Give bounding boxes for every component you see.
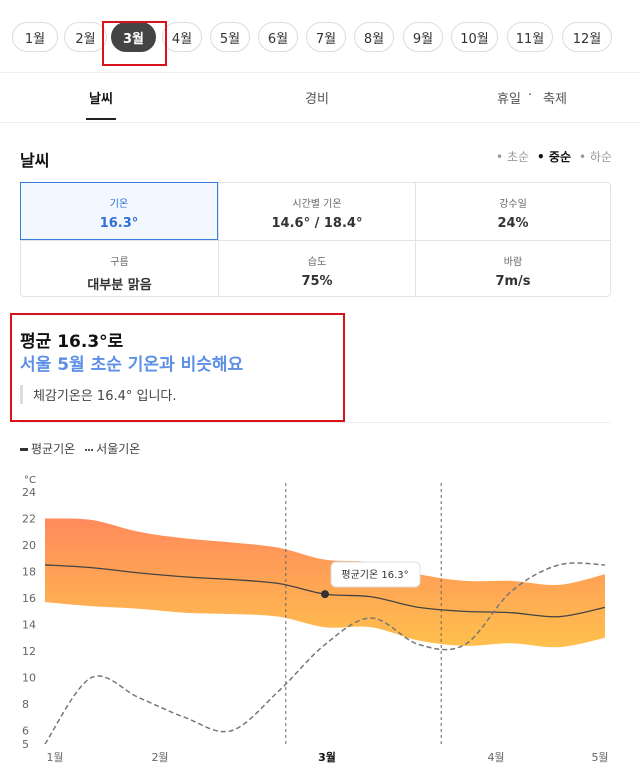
y-tick-label: 10 bbox=[22, 672, 36, 685]
stat-temperature[interactable]: 기온 16.3° bbox=[20, 182, 218, 240]
summary-comparison: 서울 5월 초순 기온과 비슷해요 bbox=[20, 355, 244, 375]
month-pill-6[interactable]: 6월 bbox=[258, 22, 298, 52]
tooltip-text: 평균기온 16.3° bbox=[341, 569, 408, 581]
active-tab-indicator bbox=[86, 118, 116, 120]
month-pill-3[interactable]: 3월 bbox=[111, 22, 156, 52]
legend-average: 평균기온 bbox=[20, 440, 75, 457]
month-pill-8[interactable]: 8월 bbox=[354, 22, 394, 52]
period-selector: • 초순 • 중순 • 하순 bbox=[496, 148, 612, 165]
temperature-range-band bbox=[45, 518, 605, 648]
tab-cost[interactable]: 경비 bbox=[305, 92, 329, 107]
month-pill-7[interactable]: 7월 bbox=[306, 22, 346, 52]
y-tick-label: 6 bbox=[22, 725, 29, 738]
tab-separator: · bbox=[528, 88, 533, 103]
y-tick-label: 20 bbox=[22, 539, 36, 552]
period-late[interactable]: • 하순 bbox=[579, 150, 612, 164]
temperature-summary: 평균 16.3°로 서울 5월 초순 기온과 비슷해요 체감기온은 16.4° … bbox=[10, 313, 345, 422]
y-tick-label: 22 bbox=[22, 513, 36, 526]
y-tick-label: 14 bbox=[22, 619, 36, 632]
y-tick-label: 8 bbox=[22, 698, 29, 711]
content-tabs: 날씨 경비 휴일 · 축제 bbox=[0, 72, 640, 123]
summary-feels-like: 체감기온은 16.4° 입니다. bbox=[20, 385, 177, 404]
temperature-chart: °C24 22 20 18 16 14 12 10 8 65 평균기온 16.3° 1월 2월 3월 4월 5… bbox=[22, 475, 609, 764]
section-title: 날씨 bbox=[20, 151, 50, 170]
summary-average: 평균 16.3°로 bbox=[20, 332, 124, 352]
stat-wind[interactable]: 바람 7m/s bbox=[415, 240, 610, 296]
month-selector: 1월 2월 3월 4월 5월 6월 7월 8월 9월 10월 11월 12월 bbox=[0, 0, 640, 73]
month-pill-1[interactable]: 1월 bbox=[12, 22, 58, 52]
month-pill-2[interactable]: 2월 bbox=[64, 22, 107, 52]
y-tick-label: 12 bbox=[22, 645, 36, 658]
legend-seoul: 서울기온 bbox=[85, 440, 140, 457]
x-tick-label: 5월 bbox=[591, 751, 608, 764]
divider bbox=[20, 422, 611, 423]
month-pill-4[interactable]: 4월 bbox=[162, 22, 202, 52]
tab-weather[interactable]: 날씨 bbox=[89, 92, 113, 107]
period-early[interactable]: • 초순 bbox=[496, 150, 530, 164]
month-pill-10[interactable]: 10월 bbox=[451, 22, 498, 52]
month-pill-12[interactable]: 12월 bbox=[562, 22, 612, 52]
period-mid[interactable]: • 중순 bbox=[537, 150, 571, 164]
average-point bbox=[321, 590, 329, 599]
summary-highlight bbox=[10, 313, 345, 422]
x-tick-label: 1월 bbox=[46, 751, 63, 764]
x-tick-label: 4월 bbox=[487, 751, 504, 764]
y-tick-label: 24 bbox=[22, 486, 36, 499]
chart-legend: 평균기온 서울기온 bbox=[20, 440, 140, 457]
y-tick-label: 5 bbox=[22, 738, 29, 751]
y-tick-label: 18 bbox=[22, 566, 36, 579]
tab-holiday[interactable]: 휴일 bbox=[497, 92, 521, 107]
month-pill-11[interactable]: 11월 bbox=[507, 22, 553, 52]
active-month-highlight bbox=[102, 21, 167, 66]
month-pill-9[interactable]: 9월 bbox=[403, 22, 443, 52]
stat-cloud[interactable]: 구름 대부분 맑음 bbox=[21, 240, 218, 296]
stat-rain-days[interactable]: 강수일 24% bbox=[415, 183, 610, 240]
weather-stats-grid: 기온 16.3° 시간별 기온 14.6° / 18.4° 강수일 24% 구름… bbox=[20, 182, 611, 297]
x-tick-label: 3월 bbox=[318, 750, 336, 764]
stat-humidity[interactable]: 습도 75% bbox=[218, 240, 415, 296]
y-tick-label: 16 bbox=[22, 592, 36, 605]
x-tick-label: 2월 bbox=[151, 751, 168, 764]
month-pill-5[interactable]: 5월 bbox=[210, 22, 250, 52]
y-axis-unit: °C bbox=[24, 475, 36, 486]
tab-festival[interactable]: 축제 bbox=[543, 92, 567, 107]
tooltip-box bbox=[330, 561, 421, 588]
stat-hourly-temperature[interactable]: 시간별 기온 14.6° / 18.4° bbox=[218, 183, 415, 240]
